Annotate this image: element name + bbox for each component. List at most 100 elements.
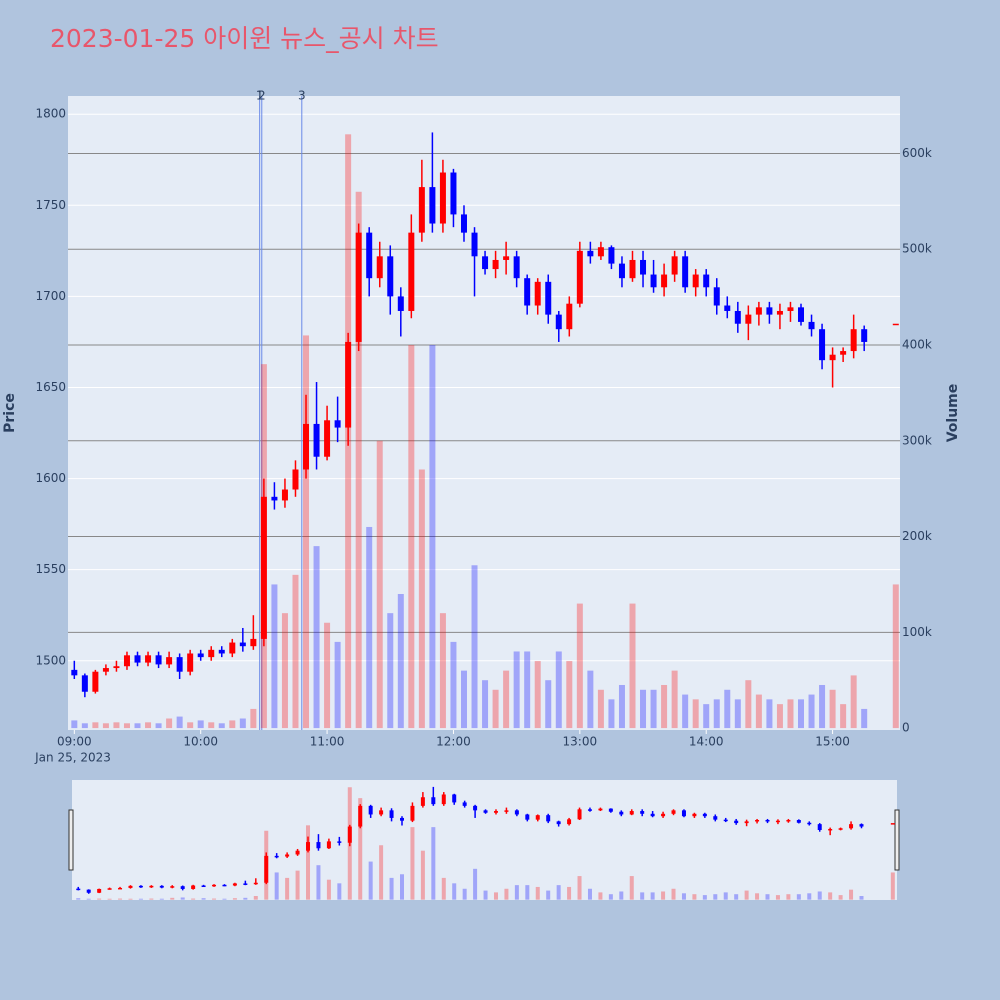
volume-bar bbox=[418, 469, 425, 729]
volume-bar bbox=[187, 722, 194, 729]
candle-body bbox=[387, 256, 394, 297]
mini-candle-body bbox=[546, 815, 551, 822]
candle-body bbox=[597, 247, 604, 257]
mini-candle-body bbox=[535, 815, 540, 820]
candle-body bbox=[145, 655, 152, 663]
candle-body bbox=[334, 420, 341, 428]
candle-body bbox=[260, 496, 267, 639]
y2-tick-label: 0 bbox=[902, 721, 910, 735]
candle-body bbox=[345, 341, 352, 428]
mini-candle-body bbox=[713, 816, 718, 820]
volume-bar bbox=[218, 723, 225, 729]
volume-bar bbox=[324, 622, 331, 729]
mini-volume-bar bbox=[191, 898, 196, 900]
candle-body bbox=[81, 675, 88, 692]
volume-bar bbox=[724, 689, 731, 729]
candle-body bbox=[671, 256, 678, 275]
mini-volume-bar bbox=[76, 898, 81, 900]
mini-candle-body bbox=[734, 820, 739, 824]
volume-bar bbox=[766, 699, 773, 729]
volume-bar bbox=[313, 546, 320, 729]
mini-candle-body bbox=[274, 855, 279, 858]
candle-body bbox=[850, 329, 857, 352]
mini-volume-bar bbox=[786, 894, 791, 900]
mini-volume-bar bbox=[671, 888, 676, 900]
volume-bar bbox=[545, 680, 552, 729]
candle-body bbox=[798, 307, 805, 322]
mini-volume-bar bbox=[170, 897, 175, 900]
candle-body bbox=[819, 329, 826, 361]
candle-body bbox=[640, 259, 647, 275]
mini-volume-bar bbox=[138, 898, 143, 900]
candle-body bbox=[166, 657, 173, 665]
mini-volume-bar bbox=[598, 892, 603, 900]
volume-bar bbox=[292, 574, 299, 729]
volume-bar bbox=[808, 694, 815, 729]
volume-bar bbox=[524, 651, 531, 729]
volume-bar bbox=[534, 661, 541, 729]
mini-volume-bar bbox=[713, 894, 718, 900]
candle-body bbox=[366, 232, 373, 279]
candle-body bbox=[629, 259, 636, 279]
mini-volume-bar bbox=[316, 865, 321, 900]
candle-body bbox=[208, 649, 215, 658]
volume-bar bbox=[471, 565, 478, 729]
candle-body bbox=[450, 172, 457, 215]
volume-bar bbox=[829, 689, 836, 729]
candle-body bbox=[545, 281, 552, 315]
x-tick-label: 12:00 bbox=[436, 735, 471, 749]
candle-body bbox=[608, 247, 615, 264]
candle-body bbox=[408, 232, 415, 311]
mini-volume-bar bbox=[128, 898, 133, 900]
mini-volume-bar bbox=[274, 872, 279, 900]
mini-candle-body bbox=[76, 888, 81, 891]
volume-bar bbox=[787, 699, 794, 729]
candle-body bbox=[292, 469, 299, 490]
volume-bar bbox=[776, 704, 783, 729]
mini-volume-bar bbox=[326, 879, 331, 900]
volume-bar bbox=[197, 720, 204, 729]
mini-volume-bar bbox=[640, 892, 645, 900]
y2-tick-label: 600k bbox=[902, 146, 932, 160]
candle-body bbox=[92, 671, 99, 692]
volume-bar bbox=[239, 718, 246, 729]
volume-bar bbox=[597, 689, 604, 729]
candle-body bbox=[892, 323, 899, 326]
volume-bar bbox=[460, 670, 467, 729]
volume-bar bbox=[713, 699, 720, 729]
candle-body bbox=[703, 274, 710, 288]
volume-bar bbox=[650, 689, 657, 729]
mini-candle-body bbox=[692, 813, 697, 817]
mini-candle-body bbox=[368, 805, 373, 815]
candle-body bbox=[303, 423, 310, 470]
mini-candle-body bbox=[253, 882, 258, 885]
volume-bar bbox=[755, 694, 762, 729]
mini-candle-body bbox=[890, 823, 895, 825]
candle-body bbox=[745, 314, 752, 324]
mini-candle-body bbox=[796, 820, 801, 823]
volume-bar bbox=[92, 722, 99, 729]
candle-body bbox=[429, 187, 436, 224]
annotation-label: 2 bbox=[258, 89, 266, 103]
mini-volume-bar bbox=[619, 891, 624, 900]
candle-body bbox=[755, 307, 762, 315]
candle-body bbox=[471, 232, 478, 257]
mini-candle-body bbox=[525, 814, 530, 820]
y-tick-label: 1650 bbox=[35, 380, 66, 394]
candle-body bbox=[102, 668, 109, 672]
mini-volume-bar bbox=[817, 891, 822, 900]
candle-body bbox=[281, 489, 288, 501]
mini-volume-bar bbox=[149, 898, 154, 900]
mini-volume-bar bbox=[379, 845, 384, 900]
mini-candle-body bbox=[107, 888, 112, 890]
mini-candle-body bbox=[514, 810, 519, 815]
range-handle[interactable] bbox=[894, 809, 900, 871]
range-slider[interactable] bbox=[72, 780, 897, 900]
candle-body bbox=[513, 256, 520, 279]
mini-candle-body bbox=[640, 811, 645, 814]
mini-candle-body bbox=[212, 884, 217, 887]
mini-candle-body bbox=[462, 802, 467, 806]
annotation-label: 1 bbox=[256, 89, 264, 103]
range-handle[interactable] bbox=[68, 809, 74, 871]
